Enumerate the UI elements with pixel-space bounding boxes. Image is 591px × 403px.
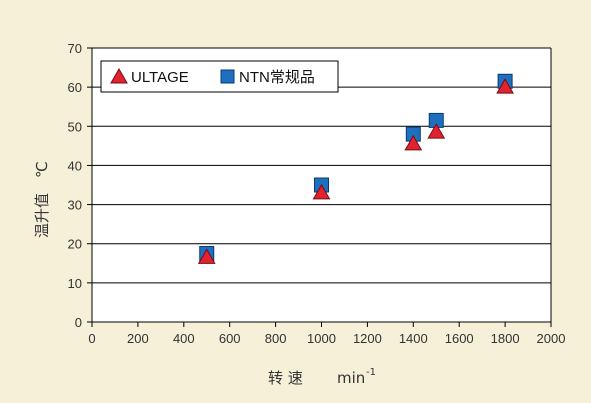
x-axis-unit-superscript: -1 [366,367,376,378]
x-tick-label-1800: 1800 [491,331,520,346]
y-axis-unit: ℃ [33,161,51,178]
legend-box [100,60,339,93]
legend-marker-ntn [220,69,235,84]
ultage-point-500 [197,248,216,264]
legend-marker-ultage [110,67,128,84]
x-tick-label-800: 800 [265,331,287,346]
y-tick-label-30: 30 [68,198,82,213]
x-tick-label-600: 600 [219,331,241,346]
x-tick-label-1400: 1400 [399,331,428,346]
x-tick-label-400: 400 [173,331,195,346]
ultage-point-1800 [496,78,514,94]
y-tick-labels: 0 10 20 30 40 50 60 70 [68,41,82,330]
x-axis-unit: min [337,369,365,387]
legend-label-ultage: ULTAGE [131,69,189,86]
x-tick-labels: 0 200 400 600 800 1000 1200 1400 1600 1800 2000 [88,331,565,346]
y-axis-title-group: 温升值 ℃ [33,161,51,238]
y-tick-label-10: 10 [68,276,82,291]
ultage-point-1000 [312,183,331,200]
y-tick-label-70: 70 [68,41,82,56]
legend: ULTAGE NTN常规品 [100,60,339,93]
legend-label-ntn: NTN常规品 [239,69,315,86]
y-tick-label-0: 0 [75,315,82,330]
ultage-point-1400 [404,134,423,151]
x-tick-label-1600: 1600 [445,331,474,346]
ultage-point-1500 [427,123,446,139]
x-tick-label-1200: 1200 [353,331,382,346]
y-tick-label-60: 60 [68,80,82,95]
y-axis-title: 温升值 [33,193,51,238]
data-marks [197,73,514,264]
y-tick-label-50: 50 [68,119,82,134]
y-tick-label-20: 20 [68,237,82,252]
axes [87,47,552,327]
x-axis-title: 转 速 [268,369,303,387]
x-tick-label-200: 200 [127,331,149,346]
x-tick-label-0: 0 [88,331,95,346]
x-tick-label-2000: 2000 [537,331,566,346]
y-tick-label-40: 40 [68,158,82,173]
x-tick-label-1000: 1000 [307,331,336,346]
